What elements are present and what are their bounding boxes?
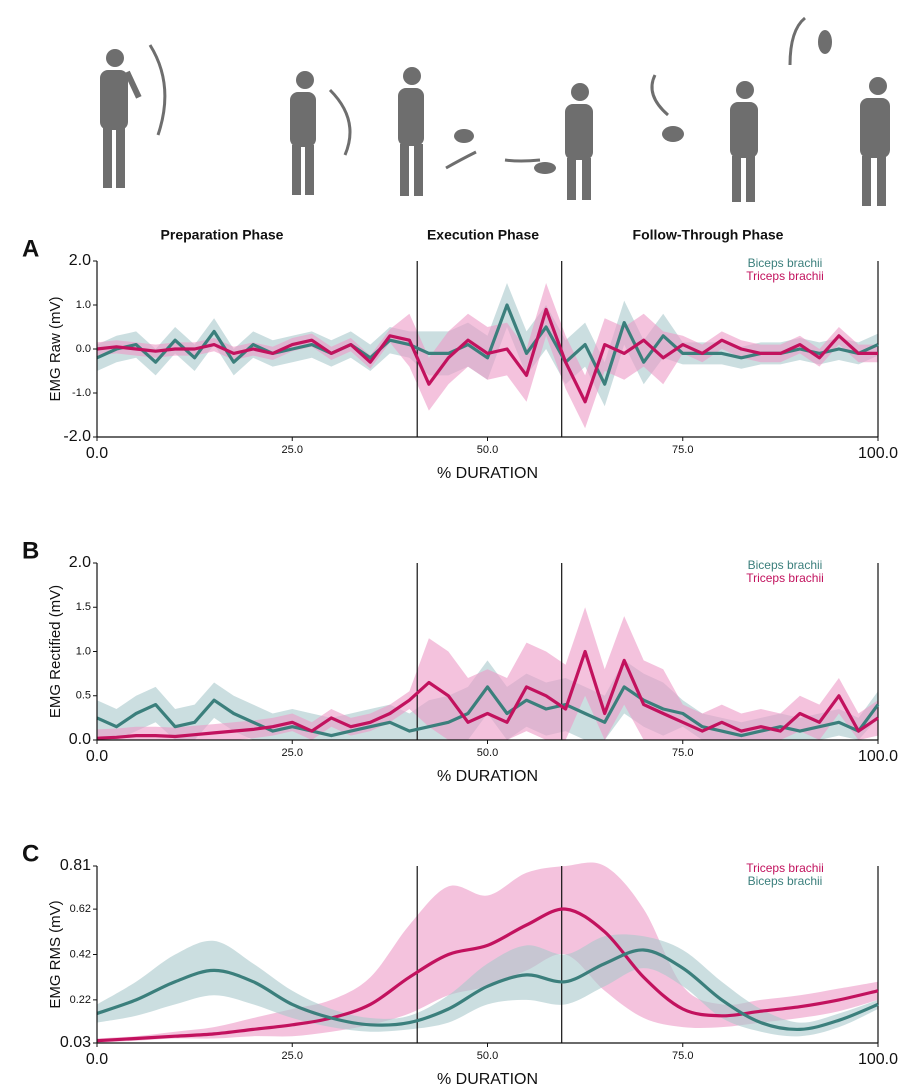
y-tick-label: 1.0 — [76, 645, 91, 657]
x-axis-label: % DURATION — [437, 1071, 538, 1084]
series-line — [96, 907, 879, 1043]
series-line — [96, 685, 880, 738]
series-line — [96, 948, 879, 1032]
player-illustrations — [100, 16, 890, 206]
panel-letter: B — [22, 537, 39, 564]
x-tick-label: 100.0 — [858, 1051, 898, 1068]
series-line — [96, 649, 879, 740]
legend-entry: Biceps brachii — [748, 874, 823, 888]
y-tick-label: 0.62 — [70, 903, 91, 915]
x-tick-label: 100.0 — [858, 445, 898, 462]
chart-panel: A 2.01.00.0-1.0-2.00.0 25.0 50.0 75.0 100.0% … — [22, 235, 898, 482]
y-tick-label: 0.22 — [70, 994, 91, 1006]
x-tick-label: 75.0 — [672, 1050, 693, 1062]
legend-entry: Biceps brachii — [748, 558, 823, 572]
panel-letter: C — [22, 840, 39, 867]
x-tick-label: 0.0 — [86, 445, 108, 462]
x-tick-label: 50.0 — [477, 747, 498, 759]
x-tick-label: 0.0 — [86, 748, 108, 765]
x-tick-label: 75.0 — [672, 747, 693, 759]
x-tick-label: 100.0 — [858, 748, 898, 765]
legend-entry: Triceps brachii — [746, 269, 824, 283]
legend-entry: Triceps brachii — [746, 571, 824, 585]
x-tick-label: 75.0 — [672, 444, 693, 456]
x-tick-label: 25.0 — [282, 1050, 303, 1062]
series-line — [96, 307, 878, 404]
legend-entry: Triceps brachii — [746, 861, 824, 875]
variability-band — [97, 862, 878, 1043]
panel-letter: A — [22, 235, 39, 262]
y-tick-label: 1.5 — [76, 601, 91, 613]
y-tick-label: 0.0 — [76, 343, 91, 355]
chart-panel: C 0.81 0.62 0.42 0.22 0.030.0 25.0 50.0 75.0 100.… — [22, 840, 898, 1084]
x-axis-label: % DURATION — [437, 465, 538, 482]
y-tick-label: 0.42 — [70, 948, 91, 960]
x-tick-label: 25.0 — [282, 747, 303, 759]
y-tick-label: 2.0 — [69, 554, 91, 571]
x-axis-label: % DURATION — [437, 768, 538, 785]
y-tick-label: 1.0 — [76, 299, 91, 311]
y-axis-label: EMG Rectified (mV) — [47, 585, 64, 718]
phase-label: Execution Phase — [427, 227, 539, 243]
phase-label: Follow-Through Phase — [633, 227, 784, 243]
y-tick-label: 0.81 — [60, 857, 91, 874]
y-axis-label: EMG Raw (mV) — [47, 296, 64, 401]
legend-entry: Biceps brachii — [748, 256, 823, 270]
x-tick-label: 25.0 — [282, 444, 303, 456]
y-tick-label: 0.0 — [69, 731, 91, 748]
x-tick-label: 50.0 — [477, 1050, 498, 1062]
y-tick-label: -1.0 — [72, 387, 91, 399]
y-tick-label: -2.0 — [63, 428, 91, 445]
phase-label: Preparation Phase — [161, 227, 284, 243]
variability-band — [97, 607, 878, 740]
x-tick-label: 0.0 — [86, 1051, 108, 1068]
y-tick-label: 0.5 — [76, 690, 91, 702]
chart-panel: B 2.0 1.5 1.0 0.5 0.00.0 25.0 50.0 75.0 100.0 % DU… — [22, 537, 898, 785]
y-axis-label: EMG RMS (mV) — [47, 900, 64, 1008]
y-tick-label: 0.03 — [60, 1034, 91, 1051]
y-tick-label: 2.0 — [69, 252, 91, 269]
x-tick-label: 50.0 — [477, 444, 498, 456]
